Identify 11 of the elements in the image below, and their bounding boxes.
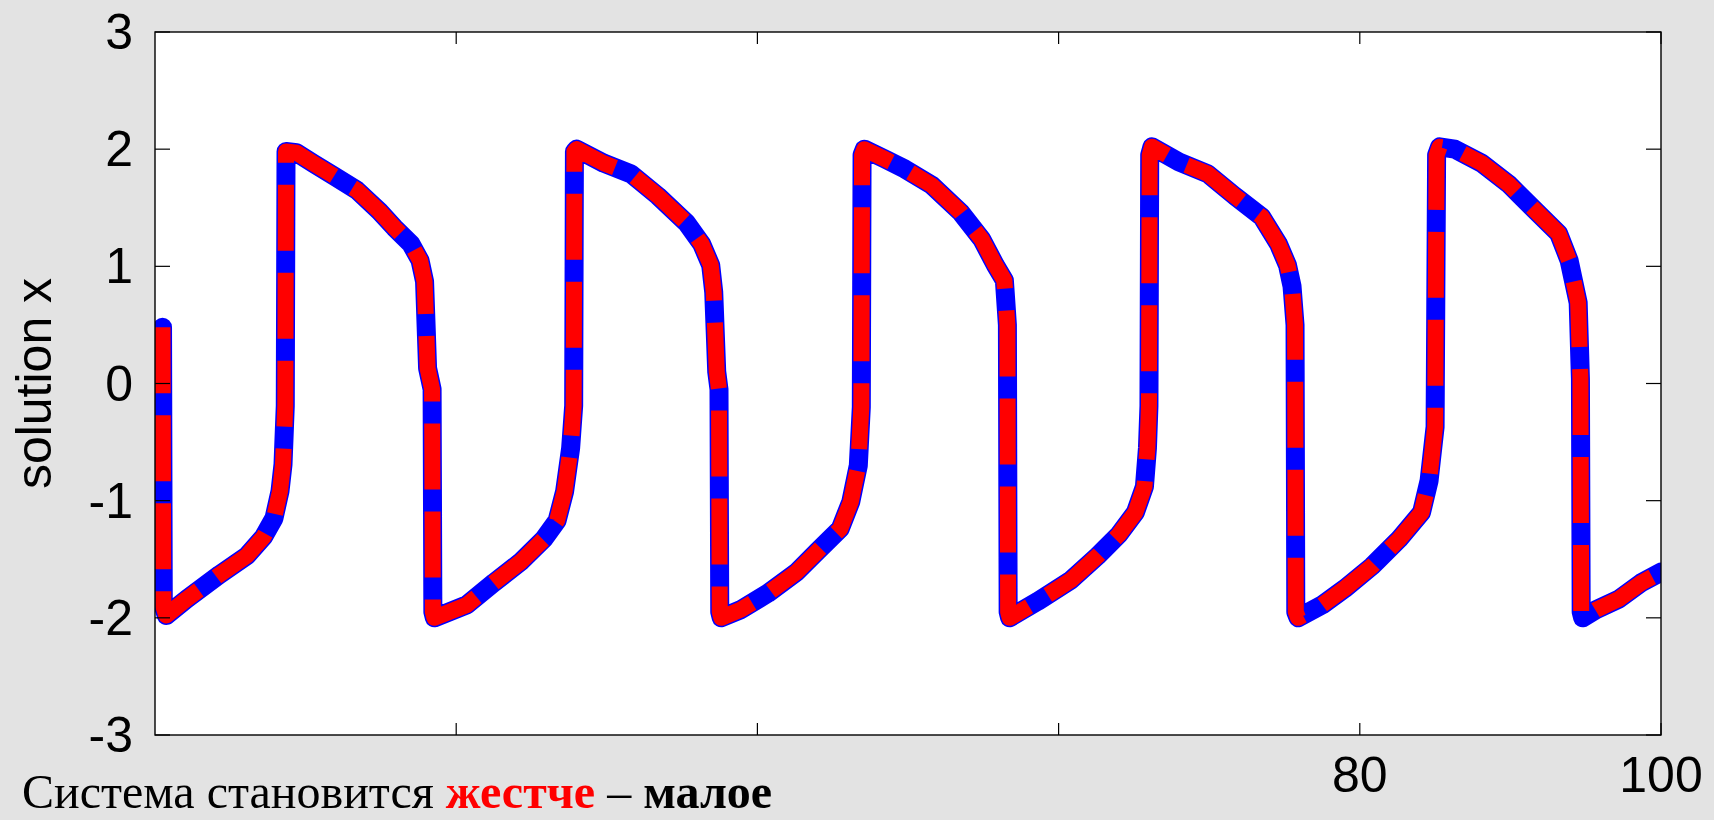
x-tick-label: 100 [1619,747,1703,803]
y-tick-label: 1 [105,238,133,295]
y-tick-label: -1 [88,472,133,529]
y-tick-label: -2 [88,589,133,646]
y-axis-title: solution x [6,277,62,490]
text: Система становится жестче – малое [22,765,773,818]
x-tick-label: 80 [1331,747,1388,803]
y-tick-label: 2 [105,121,133,178]
y-tick-label: 0 [105,355,133,412]
y-tick-label: 3 [105,4,133,60]
y-tick-label: -3 [88,707,133,763]
